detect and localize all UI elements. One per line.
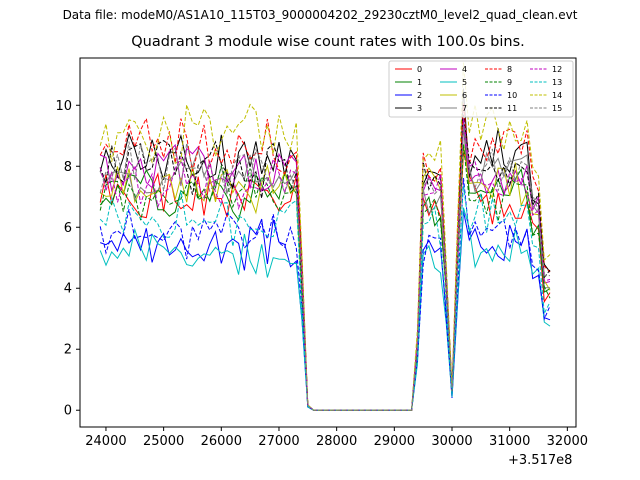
x-offset-label: +3.517e8 <box>508 453 573 468</box>
series-line-2 <box>100 211 551 411</box>
y-tick-label: 10 <box>55 99 72 114</box>
plot-frame <box>79 57 577 428</box>
legend-label-15: 15 <box>552 104 562 113</box>
legend-box <box>388 60 574 118</box>
series-layer <box>99 62 551 411</box>
y-tick-label: 0 <box>64 404 72 419</box>
series-line-0 <box>99 151 551 411</box>
y-tick-label: 8 <box>64 160 72 175</box>
legend-label-3: 3 <box>417 104 422 113</box>
series-line-8 <box>99 103 551 411</box>
legend-label-2: 2 <box>417 91 422 100</box>
x-tick-label: 31000 <box>489 434 530 449</box>
x-tick-label: 30000 <box>431 434 472 449</box>
series-line-13 <box>99 185 551 411</box>
x-tick-label: 25000 <box>143 434 184 449</box>
series-line-15 <box>99 125 550 411</box>
legend-label-14: 14 <box>552 91 562 100</box>
x-tick-label: 27000 <box>258 434 299 449</box>
legend-label-8: 8 <box>507 65 512 74</box>
chart-title: Quadrant 3 module wise count rates with … <box>131 34 525 50</box>
legend-label-12: 12 <box>552 65 562 74</box>
legend-label-5: 5 <box>462 78 467 87</box>
x-tick-label: 26000 <box>201 434 242 449</box>
x-tick-label: 24000 <box>85 434 126 449</box>
series-line-7 <box>99 122 551 411</box>
legend-label-11: 11 <box>507 104 517 113</box>
legend-label-7: 7 <box>462 104 467 113</box>
series-line-5 <box>99 207 551 411</box>
y-tick-label: 6 <box>64 221 72 236</box>
x-tick-label: 32000 <box>547 434 588 449</box>
legend-label-4: 4 <box>462 65 467 74</box>
series-line-11 <box>99 114 551 411</box>
legend-label-1: 1 <box>417 78 422 87</box>
legend-label-13: 13 <box>552 78 562 87</box>
legend-label-6: 6 <box>462 91 467 100</box>
legend-label-10: 10 <box>507 91 517 100</box>
legend-label-0: 0 <box>417 65 422 74</box>
x-tick-label: 28000 <box>316 434 357 449</box>
series-line-10 <box>99 177 551 411</box>
y-tick-label: 2 <box>64 343 72 358</box>
legend-label-9: 9 <box>507 78 512 87</box>
y-tick-label: 4 <box>64 282 72 297</box>
suptitle: Data file: modeM0/AS1A10_115T03_90000042… <box>62 8 578 22</box>
x-tick-label: 29000 <box>374 434 415 449</box>
